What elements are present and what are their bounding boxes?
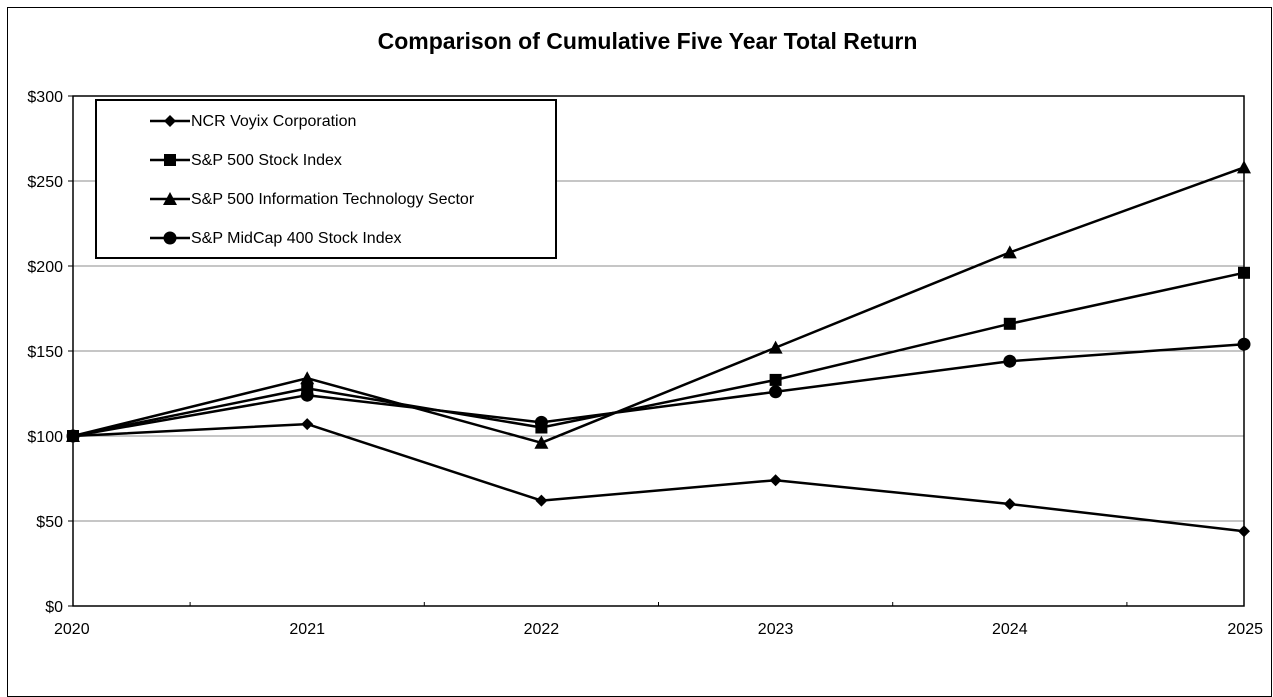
y-tick-label: $200 xyxy=(27,259,63,276)
line-chart: $0$50$100$150$200$250$300 2020 2021 2022 20… xyxy=(27,89,1263,638)
data-point-diamond xyxy=(769,474,782,487)
legend-marker-circle xyxy=(163,231,177,245)
data-point-triangle xyxy=(768,340,783,354)
legend-label: NCR Voyix Corporation xyxy=(191,113,356,130)
data-point-circle xyxy=(66,429,80,443)
y-tick-label: $300 xyxy=(27,89,63,106)
data-point-triangle xyxy=(300,371,315,385)
series-line xyxy=(72,166,1245,445)
x-tick-label: 2023 xyxy=(758,621,794,638)
data-point-diamond xyxy=(535,494,548,507)
series-circle xyxy=(66,337,1251,443)
data-point-square xyxy=(1238,266,1250,279)
y-tick-label: $250 xyxy=(27,174,63,191)
legend-box xyxy=(95,99,557,259)
data-point-triangle xyxy=(1237,160,1251,174)
legend: NCR Voyix Corporation S&P 500 Stock Index… xyxy=(95,99,557,259)
series-line xyxy=(72,422,1245,533)
data-point-circle xyxy=(1003,354,1017,368)
data-point-square xyxy=(1003,317,1016,330)
series-lines xyxy=(66,160,1251,538)
data-point-diamond xyxy=(301,418,314,431)
y-axis-ticks: $0 $50 $100 $150 $200 $250 $300 xyxy=(27,89,73,616)
x-tick-label: 2022 xyxy=(524,621,560,638)
data-point-circle xyxy=(534,415,548,429)
y-tick-label: $100 xyxy=(27,429,63,446)
x-tick-label: 2020 xyxy=(54,621,90,638)
y-tick-label: $0 xyxy=(45,599,63,616)
data-point-circle xyxy=(769,385,783,399)
x-tick-label: 2021 xyxy=(289,621,325,638)
data-point-triangle xyxy=(1002,245,1017,259)
data-point-square xyxy=(769,373,782,386)
x-tick-label: 2024 xyxy=(992,621,1028,638)
legend-label: S&P 500 Information Technology Sector xyxy=(191,191,475,208)
data-point-diamond xyxy=(1238,525,1250,538)
series-square xyxy=(67,266,1250,442)
data-point-triangle xyxy=(534,435,549,449)
legend-marker-square xyxy=(164,154,176,166)
legend-label: S&P MidCap 400 Stock Index xyxy=(191,230,402,247)
x-axis-ticks: 2020 2021 2022 2023 2024 2025 xyxy=(54,602,1263,638)
y-tick-label: $50 xyxy=(36,514,63,531)
data-point-circle xyxy=(1237,337,1251,351)
chart-title: Comparison of Cumulative Five Year Total… xyxy=(377,28,918,54)
legend-label: S&P 500 Stock Index xyxy=(191,152,342,169)
series-line xyxy=(72,342,1245,438)
legend-marker-diamond xyxy=(164,115,176,127)
y-tick-label: $150 xyxy=(27,344,63,361)
legend-marker-triangle xyxy=(163,192,177,205)
series-line xyxy=(72,271,1245,438)
data-point-diamond xyxy=(1003,498,1016,510)
data-point-circle xyxy=(300,388,314,402)
x-tick-label: 2025 xyxy=(1227,621,1263,638)
